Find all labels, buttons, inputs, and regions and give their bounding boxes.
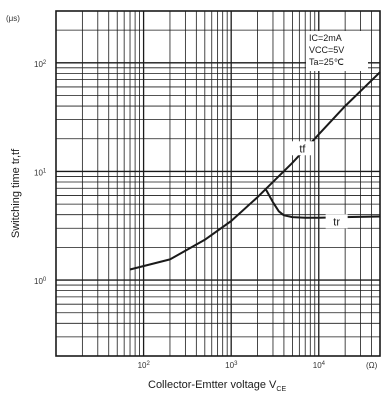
series-label-bg xyxy=(291,141,314,156)
y-tick-label: 100 xyxy=(34,277,47,286)
x-tick-label: 103 xyxy=(225,361,238,370)
condition-vcc: VCC=5V xyxy=(309,45,344,55)
test-conditions: IC=2mA VCC=5V Ta=25℃ xyxy=(306,31,368,71)
x-axis-title: Collector-Emtter voltage VCE xyxy=(148,379,286,393)
x-tick-label: 104 xyxy=(313,361,326,370)
y-tick-label: 101 xyxy=(34,168,47,177)
series-label-tr: tr xyxy=(333,216,340,228)
condition-ta: Ta=25℃ xyxy=(309,57,344,67)
series-label-tf: tf xyxy=(299,143,306,155)
x-tick-label: 102 xyxy=(138,361,151,370)
y-unit-label: (μs) xyxy=(6,14,20,23)
series-label-bg xyxy=(325,214,348,229)
series-tf-line xyxy=(129,71,381,271)
y-tick-label: 102 xyxy=(34,60,47,69)
series-labels: tf tr xyxy=(291,141,348,229)
x-axis-title-main: Collector-Emtter voltage V xyxy=(148,379,277,391)
x-axis-title-subscript: CE xyxy=(276,386,286,393)
series-tr-line xyxy=(265,189,381,219)
grid xyxy=(56,11,380,356)
x-unit-label: (Ω) xyxy=(366,361,378,370)
y-axis-title: Switching time tr,tf xyxy=(10,148,22,238)
condition-ic: IC=2mA xyxy=(309,33,342,43)
tick-labels: 102 103 104 100 101 102 xyxy=(34,60,326,370)
plot-frame xyxy=(55,10,381,357)
